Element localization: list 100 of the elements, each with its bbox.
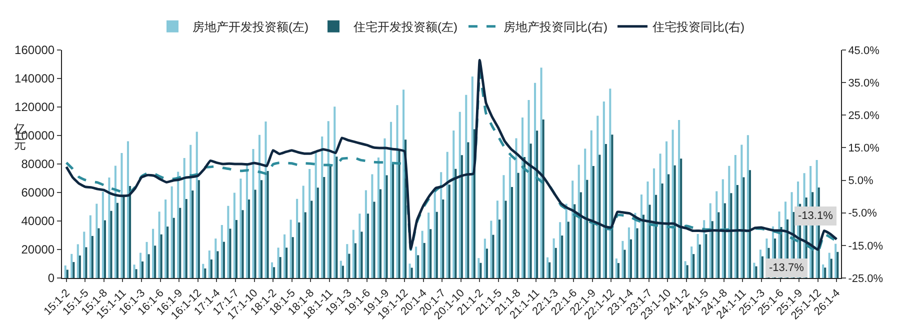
bar [521,118,524,278]
bar [208,250,210,278]
bar [379,189,382,278]
bar [652,168,656,278]
y2-tick-label: 25.0% [848,110,880,122]
bar [467,142,470,278]
bar [248,199,250,278]
bar [273,267,276,278]
bar [636,228,638,278]
bar [454,168,457,278]
bar [296,198,298,278]
bar [490,220,492,278]
bar [96,204,98,278]
bar [716,191,718,278]
bar [377,157,380,278]
y2-tick-label: -5.0% [848,208,878,220]
y-tick-label: 120000 [14,100,55,114]
bar [504,200,507,278]
bar [346,244,348,278]
bar [266,170,269,278]
bar [316,188,319,278]
bar [680,158,682,278]
bar [85,247,88,278]
bar [615,258,618,278]
bar [423,242,426,278]
bar [761,256,764,278]
bar [596,116,599,278]
bar [542,120,544,278]
bar [540,68,542,278]
bar [604,144,607,278]
bar [471,76,474,278]
bar [624,250,626,278]
bar [190,144,192,278]
bar [135,269,138,278]
bar [567,222,570,278]
bar [260,180,263,278]
y2-tick-label: 45.0% [848,44,880,57]
bar [334,106,336,278]
bar [166,226,169,278]
bar [216,251,219,278]
bar [83,232,86,278]
bar [484,238,486,278]
bar [354,243,356,278]
bar [72,262,75,278]
y-tick-label: 20000 [21,242,55,257]
bar [584,148,586,278]
bar [496,200,498,278]
bar [286,248,288,278]
bar [129,186,132,278]
bar [336,156,338,278]
bar [340,260,342,278]
bar [448,184,450,278]
bar [64,265,66,278]
bar [290,220,292,278]
bar [396,105,398,278]
bar [366,214,369,278]
bar [352,230,354,278]
y-tick-label: 80000 [21,157,55,172]
bar [634,212,636,278]
bar [304,212,306,278]
bar [510,186,514,278]
bar [836,252,839,278]
bar [198,180,200,278]
y2-tick-label: 35.0% [848,77,880,90]
bar [227,206,230,278]
bar [302,186,304,278]
bar [746,135,749,278]
bar [398,150,400,278]
bar [386,175,388,278]
bar [648,204,651,278]
bar [748,170,751,278]
bar [185,199,188,278]
bar [371,174,374,278]
bar [642,214,645,278]
bar [655,194,658,278]
bar [430,229,432,278]
bar [254,190,256,278]
bar [358,214,361,278]
annotation: -13.1% [798,210,834,222]
bar [646,182,649,278]
bar [202,264,204,278]
bar [179,208,182,278]
bar [515,138,518,278]
bar [561,236,564,278]
bar [428,212,430,278]
bar [530,144,532,278]
bar [146,242,148,278]
bar [548,262,551,278]
bar [310,200,313,278]
bar [360,232,363,278]
bar [517,172,520,278]
bar [722,179,724,278]
bar [709,203,712,278]
bar [460,155,463,278]
y-tick-label: 0 [48,271,55,286]
bar [126,141,129,278]
bar [66,270,68,278]
bar [674,165,676,278]
bar [258,134,261,278]
bar [734,155,736,278]
